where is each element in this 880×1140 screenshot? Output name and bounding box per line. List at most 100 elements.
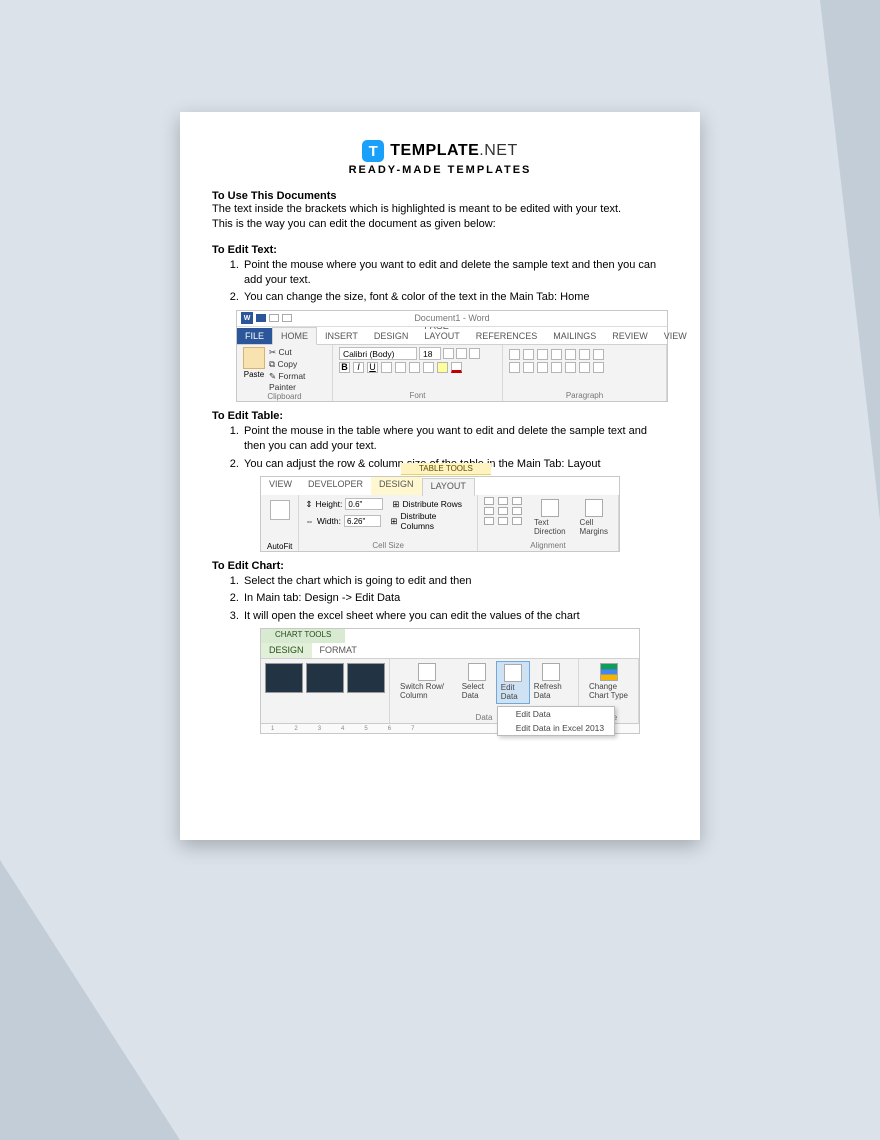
list-item: Point the mouse where you want to edit a… <box>242 258 668 289</box>
tab-view[interactable]: VIEW <box>656 328 695 344</box>
shading-icon[interactable] <box>579 362 590 373</box>
select-data-icon <box>468 663 486 681</box>
list-item: Point the mouse in the table where you w… <box>242 424 668 455</box>
tab-insert[interactable]: INSERT <box>317 328 366 344</box>
underline-button[interactable]: U <box>367 362 378 373</box>
tab-references[interactable]: REFERENCES <box>468 328 546 344</box>
paste-icon[interactable] <box>243 347 265 369</box>
multilevel-icon[interactable] <box>537 349 548 360</box>
superscript-button[interactable] <box>409 362 420 373</box>
section-heading-chart: To Edit Chart: <box>212 560 668 572</box>
align-bc-icon[interactable] <box>498 517 508 525</box>
tab-table-design[interactable]: DESIGN <box>371 477 422 495</box>
text-direction-button[interactable]: Text Direction <box>530 497 570 538</box>
chart-style-thumb[interactable] <box>265 663 303 693</box>
refresh-data-button[interactable]: Refresh Data <box>530 661 572 704</box>
edit-chart-list: Select the chart which is going to edit … <box>212 574 668 624</box>
switch-row-col-button[interactable]: Switch Row/ Column <box>396 661 458 704</box>
dist-rows-button[interactable]: Distribute Rows <box>403 499 463 509</box>
chart-style-gallery[interactable] <box>261 659 389 697</box>
highlight-button[interactable] <box>437 362 448 373</box>
window-title: Document1 - Word <box>237 313 667 323</box>
dist-cols-button[interactable]: Distribute Columns <box>400 511 471 531</box>
brand-header: T TEMPLATE.NET <box>212 140 668 162</box>
justify-icon[interactable] <box>551 362 562 373</box>
background-triangle-top <box>820 0 880 520</box>
shrink-font-icon[interactable] <box>456 348 467 359</box>
align-center-icon[interactable] <box>523 362 534 373</box>
cell-margins-button[interactable]: Cell Margins <box>576 497 612 538</box>
align-left-icon[interactable] <box>509 362 520 373</box>
height-spinner[interactable]: 0.6" <box>345 498 383 510</box>
ribbon-tabs: FILE HOME INSERT DESIGN PAGE LAYOUT REFE… <box>237 327 667 345</box>
bold-button[interactable]: B <box>339 362 350 373</box>
strike-button[interactable] <box>381 362 392 373</box>
tab-design[interactable]: DESIGN <box>366 328 417 344</box>
inc-indent-icon[interactable] <box>565 349 576 360</box>
list-item: Select the chart which is going to edit … <box>242 574 668 589</box>
tab-chart-format[interactable]: FORMAT <box>312 643 365 658</box>
align-mr-icon[interactable] <box>512 507 522 515</box>
font-size-combo[interactable]: 18 <box>419 347 441 360</box>
height-label: Height: <box>315 499 342 509</box>
group-alignment: Alignment <box>484 541 612 551</box>
width-spinner[interactable]: 6.26" <box>344 515 381 527</box>
refresh-icon <box>542 663 560 681</box>
format-painter-button[interactable]: ✎ Format Painter <box>269 371 326 392</box>
cell-margins-icon <box>585 499 603 517</box>
paste-label: Paste <box>243 370 265 379</box>
align-br-icon[interactable] <box>512 517 522 525</box>
grow-font-icon[interactable] <box>443 348 454 359</box>
subscript-button[interactable] <box>395 362 406 373</box>
tab-review[interactable]: REVIEW <box>604 328 656 344</box>
change-chart-type-button[interactable]: Change Chart Type <box>585 661 632 702</box>
align-tr-icon[interactable] <box>512 497 522 505</box>
background-triangle-bottom <box>0 860 180 1140</box>
font-color-button[interactable] <box>451 362 462 373</box>
cut-button[interactable]: ✂ Cut <box>269 347 292 358</box>
tab-table-layout[interactable]: LAYOUT <box>422 478 475 496</box>
tab-file[interactable]: FILE <box>237 328 272 344</box>
autofit-icon[interactable] <box>270 500 290 520</box>
align-tc-icon[interactable] <box>498 497 508 505</box>
menu-edit-data-excel[interactable]: Edit Data in Excel 2013 <box>498 721 614 735</box>
dec-indent-icon[interactable] <box>551 349 562 360</box>
align-tl-icon[interactable] <box>484 497 494 505</box>
align-mc-icon[interactable] <box>498 507 508 515</box>
edit-data-button[interactable]: Edit Data Edit Data Edit Data in Excel 2… <box>496 661 530 704</box>
group-paragraph: Paragraph <box>509 391 660 401</box>
table-tools-context: TABLE TOOLS <box>401 463 491 475</box>
section-heading-text: To Edit Text: <box>212 244 668 256</box>
tab-chart-design[interactable]: DESIGN <box>261 643 312 658</box>
tab-home[interactable]: HOME <box>272 327 317 345</box>
chart-style-thumb[interactable] <box>306 663 344 693</box>
tab-developer[interactable]: DEVELOPER <box>300 477 371 495</box>
align-ml-icon[interactable] <box>484 507 494 515</box>
edit-text-list: Point the mouse where you want to edit a… <box>212 258 668 306</box>
sort-icon[interactable] <box>579 349 590 360</box>
select-data-button[interactable]: Select Data <box>458 661 496 704</box>
bullets-icon[interactable] <box>509 349 520 360</box>
font-name-combo[interactable]: Calibri (Body) <box>339 347 417 360</box>
align-bl-icon[interactable] <box>484 517 494 525</box>
change-case-icon[interactable] <box>469 348 480 359</box>
logo-icon: T <box>362 140 384 162</box>
show-marks-icon[interactable] <box>593 349 604 360</box>
numbering-icon[interactable] <box>523 349 534 360</box>
list-item: In Main tab: Design -> Edit Data <box>242 591 668 606</box>
tab-mailings[interactable]: MAILINGS <box>545 328 604 344</box>
edit-data-menu: Edit Data Edit Data in Excel 2013 <box>497 706 615 736</box>
italic-button[interactable]: I <box>353 362 364 373</box>
copy-button[interactable]: ⧉ Copy <box>269 359 297 370</box>
tab-view[interactable]: VIEW <box>261 477 300 495</box>
section-heading-table: To Edit Table: <box>212 410 668 422</box>
group-font: Font <box>339 391 496 401</box>
line-spacing-icon[interactable] <box>565 362 576 373</box>
menu-edit-data[interactable]: Edit Data <box>498 707 614 721</box>
section-heading-use: To Use This Documents <box>212 190 668 202</box>
text-effect-button[interactable] <box>423 362 434 373</box>
align-right-icon[interactable] <box>537 362 548 373</box>
text-direction-icon <box>541 499 559 517</box>
borders-icon[interactable] <box>593 362 604 373</box>
chart-style-thumb[interactable] <box>347 663 385 693</box>
